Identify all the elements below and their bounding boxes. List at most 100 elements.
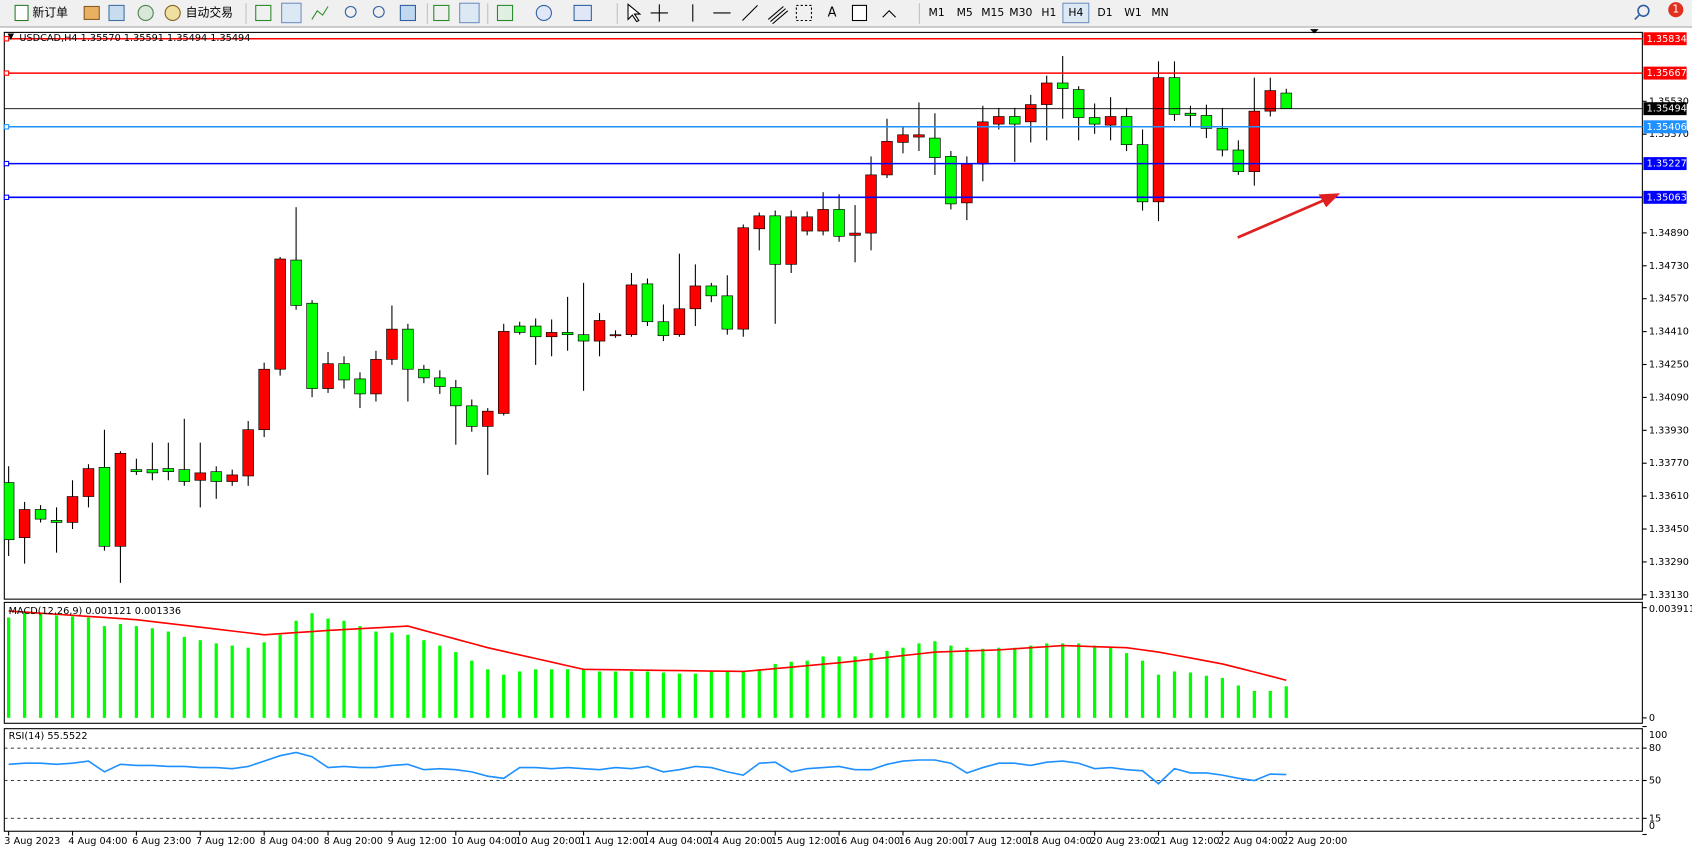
macd-bar bbox=[198, 640, 202, 718]
timeframe-button[interactable]: D1 bbox=[1097, 6, 1112, 19]
macd-bar bbox=[645, 671, 650, 718]
chart-title: USDCAD,H4 1.35570 1.35591 1.35494 1.3549… bbox=[19, 33, 250, 44]
candle-body bbox=[817, 209, 829, 232]
notification-count: 1 bbox=[1672, 3, 1679, 16]
cursor-icon[interactable] bbox=[627, 3, 642, 23]
level-label-bg bbox=[1643, 32, 1687, 46]
macd-bar bbox=[661, 672, 666, 718]
level-handle bbox=[3, 70, 10, 76]
new-order-button[interactable]: 新订单 bbox=[32, 5, 68, 19]
periods-icon[interactable] bbox=[535, 4, 552, 22]
y-tick-label: 1.33610 bbox=[1649, 491, 1689, 502]
timeframe-button[interactable]: M1 bbox=[929, 6, 945, 19]
crosshair-icon[interactable] bbox=[650, 4, 668, 22]
new-order-icon[interactable] bbox=[14, 4, 29, 22]
candle-body bbox=[178, 469, 191, 482]
chart-shift-icon[interactable] bbox=[459, 2, 480, 24]
toolbar-bg bbox=[0, 0, 1692, 27]
y-tick-label: 0.003911 bbox=[1649, 604, 1692, 615]
macd-bar bbox=[901, 647, 905, 718]
text-tool[interactable]: A bbox=[828, 5, 837, 20]
level-label: 1.35667 bbox=[1647, 68, 1687, 79]
macd-bar bbox=[997, 647, 1001, 718]
navigator-icon[interactable] bbox=[137, 4, 154, 22]
auto-trading-button[interactable]: 自动交易 bbox=[186, 5, 233, 19]
x-tick-label: 11 Aug 12:00 bbox=[579, 836, 644, 847]
macd-bar bbox=[70, 616, 75, 718]
search-icon[interactable] bbox=[1637, 4, 1650, 18]
notification-badge[interactable] bbox=[1668, 2, 1684, 18]
x-tick-label: 20 Aug 23:00 bbox=[1090, 836, 1155, 847]
zoom-out-icon[interactable] bbox=[372, 5, 385, 18]
autoscroll-icon[interactable] bbox=[433, 4, 450, 22]
macd-bar bbox=[709, 671, 713, 718]
macd-bar bbox=[294, 620, 298, 718]
macd-title: MACD(12,26,9) 0.001121 0.001336 bbox=[9, 606, 181, 617]
macd-bar bbox=[182, 636, 186, 718]
timeframe-button[interactable]: M30 bbox=[1009, 6, 1032, 19]
candle-body bbox=[625, 284, 638, 336]
candle-body bbox=[1168, 77, 1181, 115]
indicators-icon[interactable] bbox=[496, 4, 514, 22]
candle-body bbox=[721, 295, 734, 330]
fibo-icon[interactable] bbox=[795, 4, 813, 22]
x-tick-label: 18 Aug 04:00 bbox=[1026, 836, 1091, 847]
tile-icon[interactable] bbox=[399, 4, 416, 22]
timeframe-button[interactable]: H1 bbox=[1041, 6, 1056, 19]
macd-bar bbox=[981, 648, 985, 718]
candle-body bbox=[242, 429, 254, 477]
candle-body bbox=[1248, 110, 1261, 172]
macd-bar bbox=[454, 652, 458, 718]
market-watch-icon[interactable] bbox=[83, 5, 100, 20]
candle-body bbox=[98, 467, 111, 547]
timeframe-button[interactable]: H4 bbox=[1068, 6, 1083, 19]
candle-body bbox=[466, 405, 478, 427]
level-handle bbox=[3, 194, 10, 201]
macd-bar bbox=[550, 669, 554, 718]
candle-chart-icon[interactable] bbox=[281, 2, 302, 24]
search-icon-handle bbox=[1634, 14, 1640, 21]
macd-bar bbox=[7, 617, 11, 718]
candle-body bbox=[1152, 77, 1165, 203]
candle-body bbox=[977, 121, 989, 165]
rsi-plot bbox=[4, 747, 1643, 819]
macd-bar bbox=[1013, 647, 1017, 718]
timeframe-button[interactable]: M15 bbox=[981, 6, 1004, 19]
macd-bar bbox=[326, 618, 330, 718]
candle-body bbox=[801, 216, 813, 232]
trendline-icon[interactable] bbox=[742, 5, 758, 21]
data-window-icon[interactable] bbox=[108, 4, 125, 22]
timeframe-button[interactable]: MN bbox=[1151, 6, 1168, 19]
label-tool-icon[interactable] bbox=[851, 4, 868, 22]
zoom-in-icon[interactable] bbox=[344, 5, 357, 18]
arrows-tool-icon[interactable] bbox=[882, 10, 897, 18]
candle-body bbox=[1184, 112, 1197, 116]
candles bbox=[4, 56, 1292, 583]
channel-icon[interactable] bbox=[767, 6, 789, 25]
x-tick-label: 22 Aug 04:00 bbox=[1218, 836, 1283, 847]
timeframe-button[interactable]: M5 bbox=[957, 6, 973, 19]
macd-bar bbox=[613, 671, 618, 718]
templates-icon[interactable] bbox=[573, 4, 592, 22]
line-chart-icon[interactable] bbox=[311, 6, 329, 20]
level-label: 1.35063 bbox=[1647, 192, 1687, 203]
candle-body bbox=[689, 285, 702, 310]
macd-bar bbox=[1156, 674, 1161, 718]
candle-body bbox=[673, 308, 686, 336]
candle-body bbox=[1120, 116, 1133, 145]
bar-chart-icon[interactable] bbox=[255, 4, 272, 22]
macd-bar bbox=[406, 634, 410, 718]
candle-body bbox=[641, 283, 654, 323]
timeframe-button[interactable]: W1 bbox=[1124, 6, 1142, 19]
auto-trading-icon[interactable] bbox=[164, 4, 181, 22]
y-tick-label: 100 bbox=[1649, 730, 1668, 741]
candle-body bbox=[497, 331, 510, 414]
candle-body bbox=[529, 325, 542, 338]
candle-body bbox=[226, 474, 238, 482]
macd-bar bbox=[565, 669, 570, 718]
macd-bar bbox=[1268, 690, 1272, 718]
candle-body bbox=[162, 468, 175, 472]
y-tick-label: 1.34250 bbox=[1649, 360, 1689, 371]
price-axis: 1.33130 1.33290 1.33450 1.33610 1.33770 1.339… bbox=[1642, 96, 1689, 601]
